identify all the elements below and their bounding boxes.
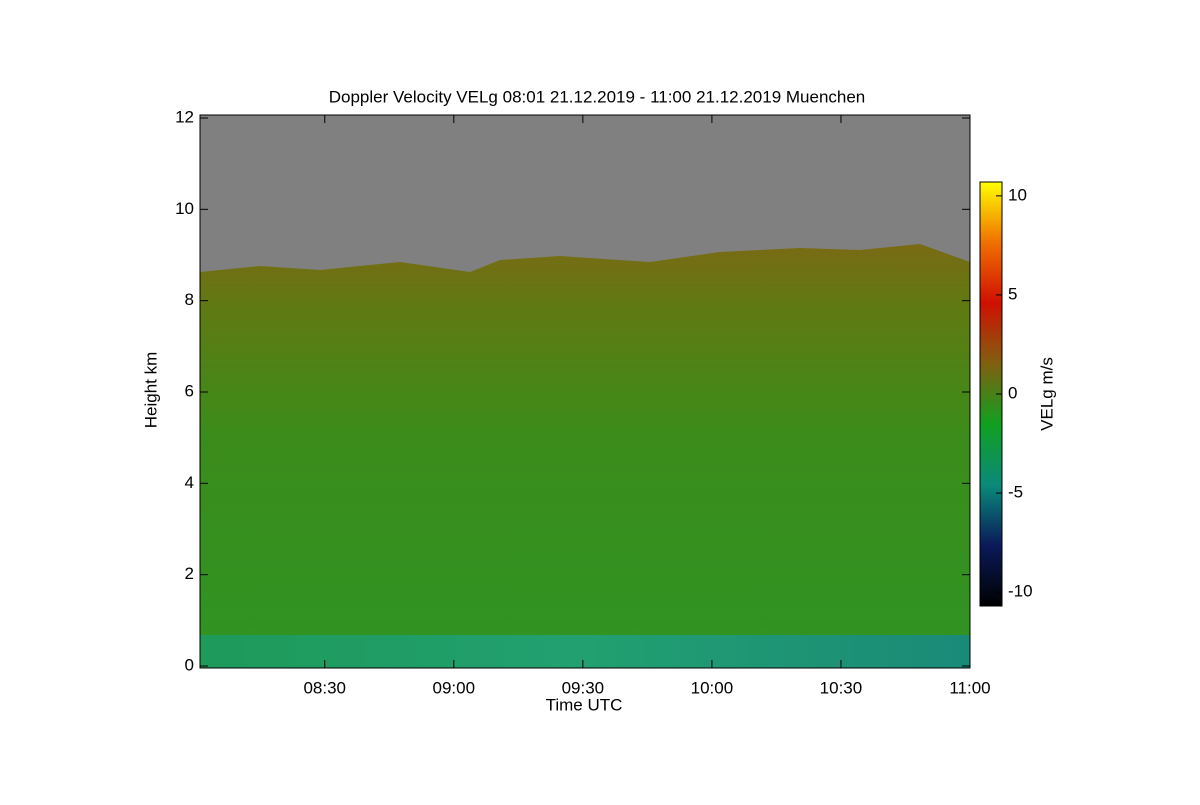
y-tick-label: 6	[185, 381, 194, 400]
x-tick-label: 09:00	[433, 678, 476, 697]
x-tick-label: 08:30	[303, 678, 346, 697]
x-axis-label: Time UTC	[546, 695, 623, 714]
y-tick-label: 8	[185, 290, 194, 309]
y-tick-label: 0	[185, 655, 194, 674]
colorbar-tick-label: -5	[1008, 483, 1023, 502]
y-axis-label: Height km	[141, 352, 160, 429]
y-tick-label: 10	[175, 199, 194, 218]
colorbar-tick-label: 0	[1008, 383, 1017, 402]
y-tick-label: 12	[175, 107, 194, 126]
x-tick-label: 10:00	[691, 678, 734, 697]
colorbar-label: VELg m/s	[1037, 357, 1056, 431]
y-tick-label: 2	[185, 564, 194, 583]
radar-field	[200, 115, 970, 668]
x-tick-label: 09:30	[562, 678, 605, 697]
y-tick-label: 4	[185, 473, 194, 492]
colorbar-tick-label: -10	[1008, 582, 1033, 601]
x-tick-label: 10:30	[820, 678, 863, 697]
chart-title: Doppler Velocity VELg 08:01 21.12.2019 -…	[329, 87, 866, 106]
x-tick-label: 11:00	[949, 678, 990, 697]
colorbar-tick-label: 10	[1008, 185, 1027, 204]
colorbar-tick-label: 5	[1008, 284, 1017, 303]
